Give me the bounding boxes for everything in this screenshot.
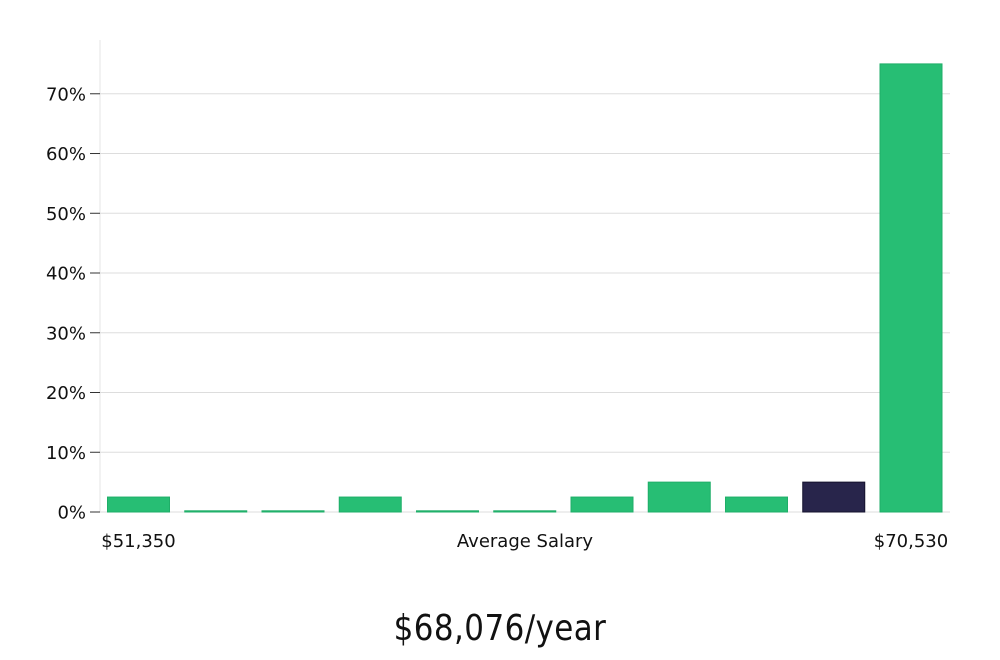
gridlines [100,93,950,513]
salary-histogram-chart: 0% 10% 20% 30% 40% 50% 60% 70% $51,350 Average … [46,40,950,552]
bar [338,496,402,513]
bar [107,496,170,513]
y-axis-ticks: 0% 10% 20% 30% 40% 50% 60% 70% [46,84,100,524]
y-tick-label: 0% [57,503,86,524]
average-salary-value: $68,076/year [393,608,607,649]
x-axis-title: Average Salary [457,531,594,552]
bars [107,63,943,513]
bar-highlighted [802,481,866,513]
x-axis-max-label: $70,530 [874,531,948,552]
bar [647,481,711,513]
bar [416,510,479,513]
y-tick-label: 30% [46,323,86,344]
y-tick-label: 70% [46,84,86,105]
bar [261,510,325,513]
y-tick-label: 40% [46,264,86,285]
bar [725,496,788,513]
bar [184,510,248,513]
y-tick-label: 60% [46,144,86,165]
bar [879,63,943,513]
y-tick-label: 10% [46,443,86,464]
x-axis-min-label: $51,350 [101,531,175,552]
bar [493,510,557,513]
y-tick-label: 50% [46,204,86,225]
y-tick-label: 20% [46,383,86,404]
bar [570,496,634,513]
